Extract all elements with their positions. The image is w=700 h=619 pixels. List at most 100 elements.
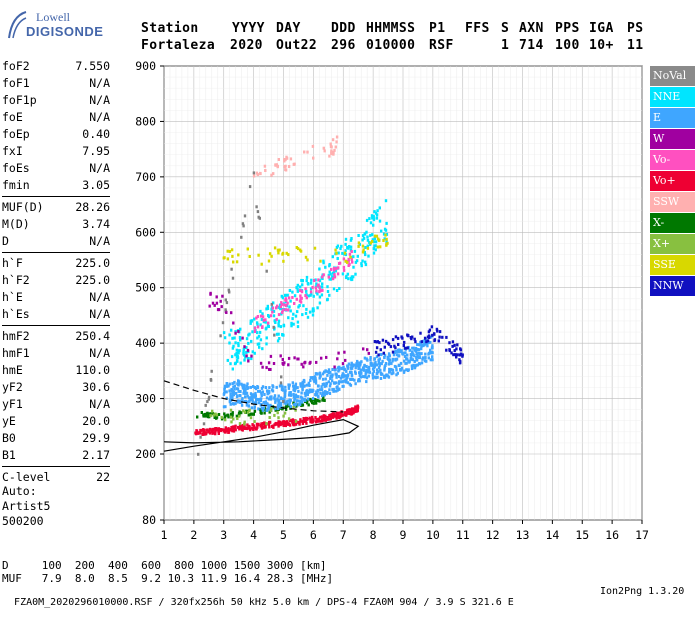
echo-point xyxy=(284,389,287,393)
echo-point xyxy=(343,412,347,416)
echo-point xyxy=(338,261,342,265)
echo-point xyxy=(399,361,403,365)
echo-point xyxy=(342,374,345,378)
echo-point xyxy=(332,266,336,270)
echo-point xyxy=(437,339,440,343)
echo-point xyxy=(373,357,376,361)
echo-point xyxy=(208,431,212,435)
echo-point xyxy=(346,375,349,379)
echo-point xyxy=(231,346,235,350)
echo-point xyxy=(314,381,318,385)
echo-point xyxy=(244,355,247,359)
echo-point xyxy=(217,413,221,416)
echo-point xyxy=(234,402,237,406)
echo-point xyxy=(246,394,249,398)
echo-point xyxy=(371,376,375,380)
echo-point xyxy=(423,359,427,363)
echo-point xyxy=(296,289,299,293)
echo-point xyxy=(297,399,300,403)
echo-point xyxy=(260,262,263,266)
echo-point xyxy=(235,414,239,418)
echo-point xyxy=(283,293,287,297)
echo-point xyxy=(287,422,290,426)
param-name: yE xyxy=(2,414,16,428)
echo-point xyxy=(230,355,234,359)
echo-point xyxy=(438,330,442,334)
echo-point xyxy=(237,253,240,257)
echo-point xyxy=(273,327,276,331)
echo-point xyxy=(339,380,342,384)
param-name: foF1 xyxy=(2,76,30,90)
echo-point xyxy=(240,235,243,239)
echo-point xyxy=(250,397,254,400)
echo-point xyxy=(311,401,314,405)
echo-point xyxy=(261,385,265,389)
echo-point xyxy=(227,430,231,434)
echo-point xyxy=(232,425,235,429)
echo-point xyxy=(313,378,316,382)
echo-point xyxy=(276,407,280,411)
echo-point xyxy=(282,259,285,263)
echo-point xyxy=(229,398,233,402)
echo-point xyxy=(322,146,325,150)
echo-point xyxy=(249,396,252,400)
echo-point xyxy=(213,431,217,435)
y-tick-label: 600 xyxy=(135,225,156,239)
echo-point xyxy=(235,348,239,352)
echo-point xyxy=(287,316,290,320)
echo-point xyxy=(400,368,403,372)
echo-point xyxy=(297,403,300,407)
echo-point xyxy=(206,400,209,404)
echo-point xyxy=(375,234,379,238)
echo-point xyxy=(318,286,321,290)
echo-point xyxy=(350,361,353,365)
echo-point xyxy=(305,307,308,311)
echo-point xyxy=(206,428,209,432)
echo-point xyxy=(330,375,334,379)
echo-point xyxy=(259,423,263,427)
echo-point xyxy=(333,412,336,416)
echo-point xyxy=(360,264,363,268)
echo-point xyxy=(362,236,366,240)
echo-point xyxy=(235,260,239,264)
echo-point xyxy=(208,427,212,431)
echo-point xyxy=(267,361,271,365)
echo-point xyxy=(347,277,350,281)
echo-point xyxy=(304,255,308,259)
echo-point xyxy=(283,395,287,399)
echo-point xyxy=(374,211,378,215)
echo-point xyxy=(196,431,200,435)
echo-point xyxy=(270,307,273,311)
echo-point xyxy=(366,238,370,242)
echo-point xyxy=(445,335,448,339)
echo-point xyxy=(208,415,211,419)
echo-point xyxy=(291,296,294,299)
echo-point xyxy=(337,411,340,415)
echo-point xyxy=(318,301,322,305)
param-row: foF2 7.550 xyxy=(2,58,110,75)
echo-point xyxy=(428,336,431,339)
echo-point xyxy=(233,362,237,366)
echo-point xyxy=(272,172,275,176)
echo-point xyxy=(277,394,280,398)
echo-point xyxy=(373,210,376,214)
param-value: N/A xyxy=(89,93,110,107)
echo-point xyxy=(274,400,277,404)
echo-point xyxy=(242,391,245,395)
param-row: hmE 110.0 xyxy=(2,362,110,379)
echo-point xyxy=(360,371,363,375)
echo-point xyxy=(412,346,415,350)
echo-point xyxy=(277,401,280,405)
echo-point xyxy=(230,328,233,332)
echo-point xyxy=(207,397,210,401)
echo-point xyxy=(264,320,267,324)
echo-point xyxy=(230,311,233,315)
echo-point xyxy=(384,199,388,203)
echo-point xyxy=(368,240,371,244)
echo-point xyxy=(418,352,421,356)
echo-point xyxy=(317,278,320,282)
echo-point xyxy=(390,368,393,371)
echo-point xyxy=(293,302,296,305)
echo-point xyxy=(373,362,376,366)
echo-point xyxy=(243,427,247,430)
